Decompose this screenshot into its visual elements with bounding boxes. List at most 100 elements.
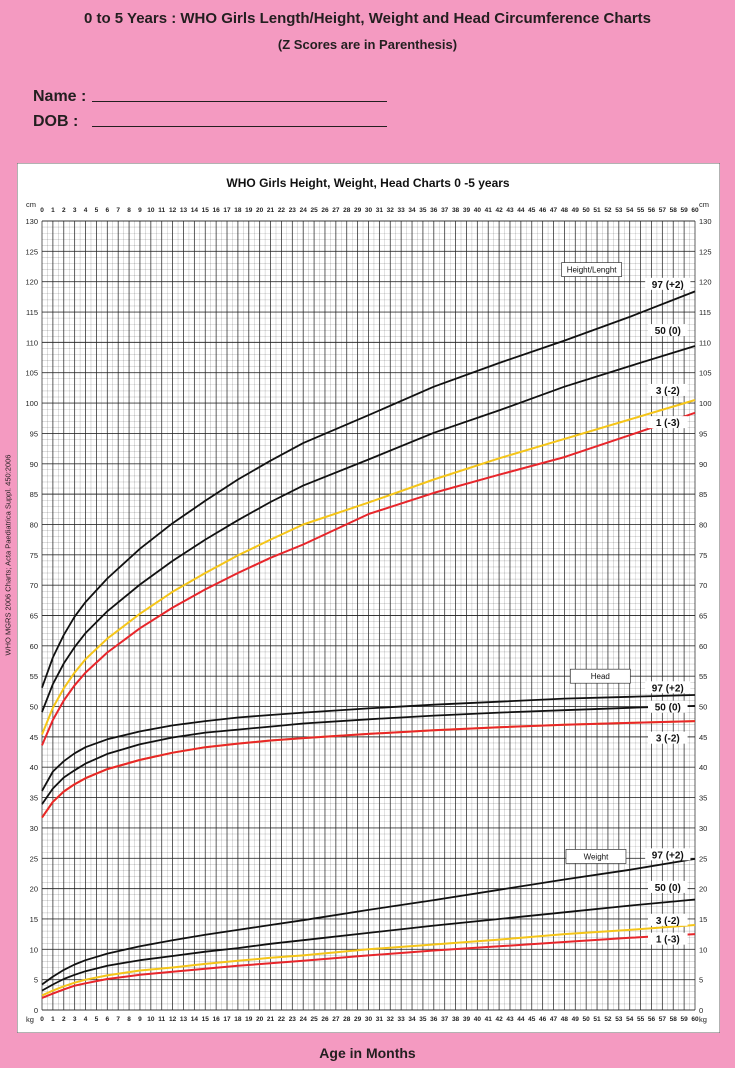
y-tick-label-right: 110	[699, 338, 711, 347]
y-tick-label-left: 25	[30, 854, 38, 863]
y-tick-label-right: 10	[699, 945, 707, 954]
x-tick-label-bottom: 45	[528, 1016, 536, 1023]
x-tick-label-bottom: 0	[40, 1016, 44, 1023]
x-tick-label-bottom: 54	[626, 1016, 634, 1023]
x-tick-label-top: 59	[680, 207, 688, 214]
dob-label: DOB :	[33, 113, 79, 130]
x-tick-label-top: 8	[127, 207, 131, 214]
x-tick-label-bottom: 55	[637, 1016, 645, 1023]
series-tag-bg	[647, 700, 688, 713]
y-unit-kg: kg	[699, 1015, 707, 1024]
x-tick-label-bottom: 43	[506, 1016, 514, 1023]
y-tick-label-right: 25	[699, 854, 707, 863]
x-tick-label-top: 28	[343, 207, 351, 214]
x-tick-label-top: 23	[289, 207, 297, 214]
x-tick-label-bottom: 35	[419, 1016, 427, 1023]
series-tag-bg	[645, 848, 691, 861]
chart-title: WHO Girls Height, Weight, Head Charts 0 …	[226, 176, 510, 190]
series-tag-bg	[647, 324, 688, 337]
x-tick-label-bottom: 23	[289, 1016, 297, 1023]
x-tick-label-bottom: 57	[659, 1016, 667, 1023]
series-tag-bg	[647, 383, 688, 396]
x-tick-label-bottom: 25	[310, 1016, 318, 1023]
x-tick-label-top: 32	[387, 207, 395, 214]
x-tick-label-top: 60	[691, 207, 699, 214]
page-title: 0 to 5 Years : WHO Girls Length/Height, …	[83, 10, 652, 27]
x-tick-label-bottom: 33	[398, 1016, 406, 1023]
x-tick-label-top: 18	[234, 207, 242, 214]
x-tick-label-top: 42	[495, 207, 503, 214]
x-tick-label-bottom: 49	[572, 1016, 580, 1023]
series-tag: 50 (0)	[655, 326, 681, 337]
x-tick-label-top: 58	[670, 207, 678, 214]
x-tick-label-bottom: 47	[550, 1016, 558, 1023]
x-tick-label-top: 54	[626, 207, 634, 214]
name-field[interactable]	[92, 101, 387, 102]
series-tag: 50 (0)	[655, 703, 681, 714]
x-tick-label-bottom: 11	[158, 1016, 165, 1023]
x-tick-label-bottom: 37	[441, 1016, 449, 1023]
x-tick-label-top: 56	[648, 207, 656, 214]
x-tick-label-bottom: 31	[376, 1016, 384, 1023]
x-tick-label-top: 0	[40, 207, 44, 214]
x-tick-label-bottom: 50	[583, 1016, 591, 1023]
y-tick-label-left: 5	[34, 976, 38, 985]
x-tick-label-top: 25	[310, 207, 318, 214]
x-tick-label-bottom: 39	[463, 1016, 471, 1023]
series-tag: 1 (-3)	[656, 418, 680, 429]
x-tick-label-top: 37	[441, 207, 449, 214]
growth-chart: WHO Girls Height, Weight, Head Charts 0 …	[17, 163, 720, 1033]
x-tick-label-top: 47	[550, 207, 558, 214]
y-tick-label-left: 70	[30, 581, 38, 590]
series-tag-bg	[645, 681, 691, 694]
y-tick-label-left: 85	[30, 490, 38, 499]
dob-field[interactable]	[92, 126, 387, 127]
y-tick-label-left: 110	[26, 338, 38, 347]
x-tick-label-bottom: 17	[223, 1016, 231, 1023]
y-tick-label-left: 30	[30, 824, 38, 833]
y-tick-label-right: 100	[699, 399, 712, 408]
series-line-height-lenght-97+2	[41, 290, 696, 689]
y-tick-label-left: 50	[30, 703, 38, 712]
x-tick-label-top: 34	[408, 207, 416, 214]
x-tick-label-bottom: 26	[321, 1016, 329, 1023]
x-tick-label-bottom: 2	[62, 1016, 66, 1023]
y-tick-label-right: 40	[699, 763, 707, 772]
y-tick-label-left: 45	[30, 733, 38, 742]
x-tick-label-bottom: 1	[51, 1016, 55, 1023]
x-tick-label-bottom: 8	[127, 1016, 131, 1023]
y-tick-label-right: 55	[699, 672, 707, 681]
x-tick-label-top: 39	[463, 207, 471, 214]
series-tag-bg	[647, 880, 688, 893]
x-tick-label-top: 41	[485, 207, 493, 214]
x-tick-label-bottom: 40	[474, 1016, 482, 1023]
x-tick-label-bottom: 32	[387, 1016, 395, 1023]
x-tick-label-bottom: 36	[430, 1016, 438, 1023]
x-tick-label-top: 22	[278, 207, 286, 214]
x-tick-label-bottom: 28	[343, 1016, 351, 1023]
y-unit-cm: cm	[26, 200, 36, 209]
series-tag: 3 (-2)	[656, 734, 680, 745]
x-tick-label-bottom: 4	[84, 1016, 88, 1023]
x-tick-label-top: 40	[474, 207, 482, 214]
x-tick-label-bottom: 5	[95, 1016, 99, 1023]
series-tag: 97 (+2)	[652, 683, 684, 694]
x-axis-caption: Age in Months	[319, 1045, 416, 1061]
x-tick-label-top: 7	[116, 207, 120, 214]
y-tick-label-left: 65	[30, 612, 38, 621]
series-tag: 97 (+2)	[652, 850, 684, 861]
series-tag-bg	[647, 416, 688, 429]
x-tick-label-bottom: 7	[116, 1016, 120, 1023]
y-tick-label-left: 125	[25, 247, 38, 256]
series-line-head-97+2	[41, 694, 696, 792]
group-label: Head	[591, 672, 610, 681]
series-line-weight-3-2	[41, 924, 696, 997]
y-tick-label-left: 100	[25, 399, 38, 408]
x-tick-label-top: 12	[169, 207, 177, 214]
series-tag-bg	[647, 913, 688, 926]
series-tag: 3 (-2)	[656, 916, 680, 927]
x-tick-label-bottom: 24	[300, 1016, 308, 1023]
x-tick-label-top: 27	[332, 207, 340, 214]
series-lines	[41, 290, 696, 999]
x-tick-label-top: 17	[223, 207, 231, 214]
